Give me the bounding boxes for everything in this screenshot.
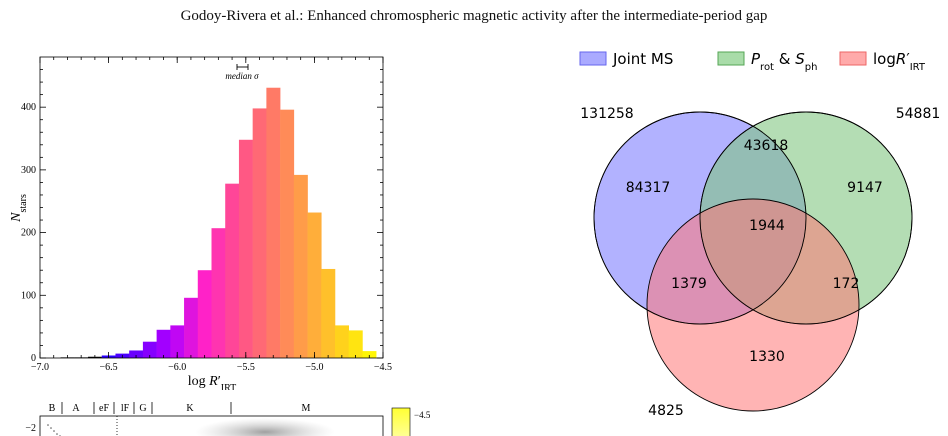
histogram-bar bbox=[225, 183, 240, 358]
histogram-bar bbox=[348, 330, 363, 358]
histogram-bar bbox=[280, 109, 295, 358]
venn-diagram: Joint MS Prot & Sph logR′IRT 131258 5488… bbox=[579, 50, 940, 419]
count-all-three: 1944 bbox=[749, 218, 785, 234]
legend-label-joint-ms: Joint MS bbox=[612, 50, 673, 68]
spectral-type-label: B bbox=[49, 403, 56, 414]
histogram-bar bbox=[293, 174, 308, 358]
y-tick-label: 100 bbox=[21, 290, 36, 301]
scatter-points bbox=[47, 424, 61, 436]
histogram-bar bbox=[170, 325, 185, 358]
colorbar bbox=[391, 407, 411, 436]
y-tick-label: 400 bbox=[21, 102, 36, 113]
venn-legend: Joint MS Prot & Sph logR′IRT bbox=[579, 50, 926, 73]
star-density-cloud bbox=[195, 418, 335, 436]
colorbar-tick: −4.5 bbox=[414, 410, 431, 420]
total-logr: 4825 bbox=[648, 403, 684, 419]
x-tick-label: −4.5 bbox=[374, 362, 392, 373]
count-joint-ms-prot: 43618 bbox=[744, 138, 789, 154]
running-title: Godoy-Rivera et al.: Enhanced chromosphe… bbox=[180, 8, 768, 24]
spectral-type-label: A bbox=[72, 403, 80, 414]
histogram-bar bbox=[307, 212, 322, 358]
axis-ticks bbox=[39, 57, 384, 359]
histogram-bar bbox=[252, 108, 267, 358]
histogram-bar bbox=[321, 268, 336, 358]
legend-swatch-logr bbox=[839, 51, 867, 66]
y-axis-label: Nstars bbox=[9, 194, 29, 223]
histogram-bars bbox=[60, 87, 377, 358]
venn-circles bbox=[593, 111, 913, 412]
spectral-type-label: K bbox=[186, 403, 194, 414]
spectral-type-label: eF bbox=[99, 403, 109, 414]
lower-y-tick: −2 bbox=[25, 423, 36, 434]
x-tick-label: −7.0 bbox=[31, 362, 49, 373]
count-joint-ms-logr: 1379 bbox=[671, 276, 707, 292]
x-tick-label: −5.0 bbox=[305, 362, 323, 373]
total-prot-sph: 54881 bbox=[896, 106, 941, 122]
spectral-type-label: M bbox=[302, 403, 311, 414]
histogram-bar bbox=[362, 351, 377, 358]
x-tick-label: −6.0 bbox=[168, 362, 186, 373]
median-sigma-label: median σ bbox=[225, 71, 259, 81]
y-tick-label: 300 bbox=[21, 165, 36, 176]
total-joint-ms: 131258 bbox=[580, 106, 633, 122]
legend-swatch-joint-ms bbox=[579, 51, 607, 66]
histogram-bar bbox=[142, 341, 157, 358]
spectral-type-label: lF bbox=[121, 403, 130, 414]
y-tick-label: 0 bbox=[31, 353, 36, 364]
spectral-type-label: G bbox=[139, 403, 146, 414]
count-prot-logr: 172 bbox=[833, 276, 860, 292]
histogram-chart: −7.0 −6.5 −6.0 −5.5 −5.0 −4.5 0 100 200 300 400 me… bbox=[9, 56, 392, 390]
x-axis-label: log R′IRT bbox=[188, 374, 237, 390]
venn-counts: 131258 54881 4825 84317 43618 9147 1944 … bbox=[580, 106, 940, 419]
legend-label-prot-sph: Prot & Sph bbox=[751, 50, 817, 73]
lower-plot-frame bbox=[39, 415, 384, 436]
median-sigma-errorbar bbox=[236, 64, 249, 70]
x-tick-label: −5.5 bbox=[237, 362, 255, 373]
legend-swatch-prot-sph bbox=[717, 51, 745, 66]
histogram-bar bbox=[184, 297, 199, 358]
histogram-bar bbox=[156, 329, 171, 358]
x-tick-label: −6.5 bbox=[100, 362, 118, 373]
tick-labels: −7.0 −6.5 −6.0 −5.5 −5.0 −4.5 0 100 200 300 400 bbox=[21, 102, 392, 373]
histogram-bar bbox=[129, 350, 144, 358]
circle-logr bbox=[646, 198, 860, 412]
count-only-logr: 1330 bbox=[749, 349, 785, 365]
histogram-bar bbox=[334, 325, 349, 358]
y-tick-label: 200 bbox=[21, 228, 36, 239]
count-only-prot: 9147 bbox=[847, 180, 883, 196]
legend-label-logr: logR′IRT bbox=[873, 50, 926, 73]
histogram-bar bbox=[197, 270, 212, 358]
histogram-bar bbox=[238, 139, 253, 358]
count-only-joint-ms: 84317 bbox=[626, 180, 671, 196]
histogram-bar bbox=[211, 228, 226, 358]
histogram-bar bbox=[266, 87, 281, 358]
